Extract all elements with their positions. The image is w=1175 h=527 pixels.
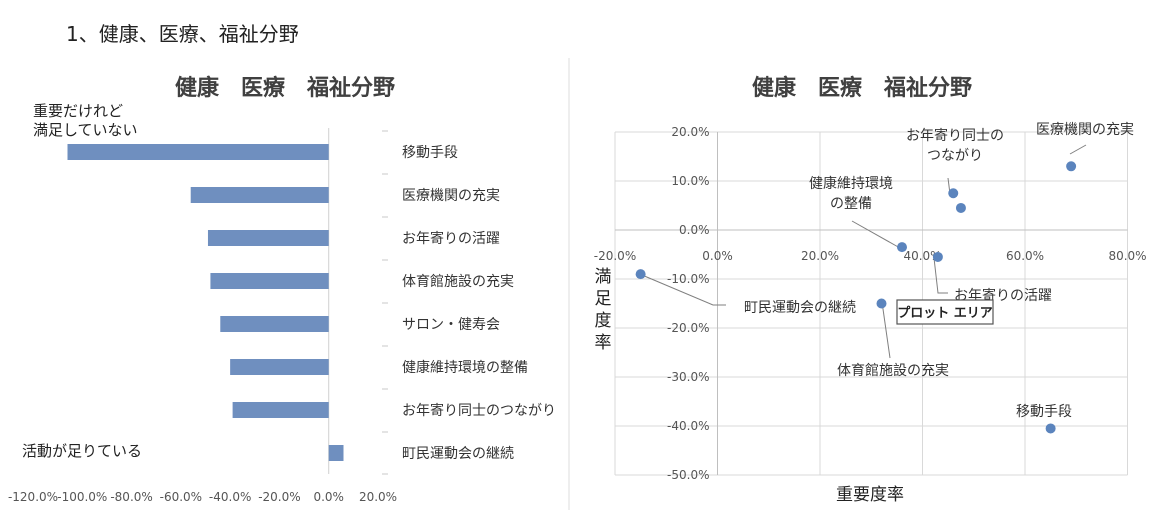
scatter-point-3	[897, 242, 907, 253]
annotation-important-unsatisfied: 重要だけれど	[33, 102, 123, 120]
bar-x-tick-label: 20.0%	[359, 490, 397, 504]
scatter-y-tick-label: -20.0%	[667, 321, 709, 335]
bar-7	[328, 445, 344, 461]
data-label: 医療機関の充実	[1036, 121, 1134, 138]
data-label: 移動手段	[1016, 404, 1072, 420]
bar-x-tick-label: -60.0%	[160, 490, 202, 504]
scatter-y-tick-label: -30.0%	[667, 370, 709, 384]
bar-2	[207, 230, 329, 246]
bar-0	[67, 144, 329, 160]
scatter-y-tick-label: 10.0%	[671, 174, 709, 188]
scatter-y-tick-label: -10.0%	[667, 272, 709, 286]
plot-area-tooltip	[896, 299, 994, 325]
scatter-y-axis-label: 度	[595, 311, 612, 331]
scatter-y-tick-label: 0.0%	[679, 223, 710, 237]
data-label: お年寄り同士のつながり	[906, 127, 1004, 164]
scatter-point-4	[932, 251, 943, 262]
category-label: 町民運動会の継続	[402, 445, 514, 462]
category-label: 移動手段	[402, 145, 458, 161]
bar-3	[210, 273, 329, 289]
bar-x-tick-label: 0.0%	[313, 490, 344, 504]
scatter-y-tick-label: -40.0%	[667, 419, 709, 433]
scatter-x-tick-label: 80.0%	[1108, 249, 1146, 263]
category-label: 健康維持環境の整備	[402, 359, 528, 376]
bar-4	[220, 316, 329, 332]
bar-1	[190, 187, 329, 203]
data-label-leader	[933, 257, 948, 294]
data-label: 健康維持環境の整備	[809, 175, 893, 212]
scatter-y-tick-label: -50.0%	[667, 468, 709, 482]
scatter-x-axis-label: 重要度率	[836, 485, 904, 505]
bar-x-tick-label: -40.0%	[209, 490, 251, 504]
scatter-chart-title: 健康 医療 福祉分野	[752, 75, 972, 101]
category-label: お年寄り同士のつながり	[402, 402, 556, 419]
bar-x-tick-label: -100.0%	[57, 490, 107, 504]
scatter-point-1	[948, 188, 959, 199]
data-label: 町民運動会の継続	[744, 299, 856, 316]
scatter-point-5	[635, 269, 646, 280]
data-label-leader	[641, 274, 726, 306]
bar-x-tick-label: -20.0%	[258, 490, 300, 504]
scatter-y-axis-label: 満	[595, 267, 612, 287]
bar-x-tick-label: -120.0%	[8, 490, 58, 504]
category-label: 体育館施設の充実	[402, 273, 514, 290]
scatter-x-tick-label: 40.0%	[903, 249, 941, 263]
category-label: サロン・健寿会	[402, 316, 500, 333]
annotation-activity-enough: 活動が足りている	[22, 442, 142, 460]
scatter-x-tick-label: 0.0%	[702, 249, 733, 263]
data-label-leader	[851, 220, 901, 249]
scatter-point-6	[876, 298, 887, 309]
plot-area-tooltip-label: プロット エリア	[897, 306, 993, 321]
scatter-y-axis-label: 足	[595, 289, 612, 309]
scatter-point-7	[1045, 423, 1056, 434]
scatter-point-0	[1066, 161, 1077, 172]
scatter-x-tick-label: 20.0%	[801, 249, 839, 263]
bar-5	[230, 359, 329, 375]
scatter-y-tick-label: 20.0%	[671, 125, 709, 139]
data-label-leader	[1069, 144, 1087, 155]
bar-chart-title: 健康 医療 福祉分野	[175, 75, 395, 101]
scatter-x-tick-label: 60.0%	[1006, 249, 1044, 263]
bar-6	[232, 402, 329, 418]
data-label: 体育館施設の充実	[837, 362, 949, 379]
scatter-y-axis-label: 率	[595, 333, 612, 353]
bar-x-tick-label: -80.0%	[110, 490, 152, 504]
scatter-x-tick-label: -20.0%	[594, 249, 636, 263]
annotation-important-unsatisfied: 満足していない	[33, 121, 138, 139]
category-label: 医療機関の充実	[402, 187, 500, 204]
category-label: お年寄りの活躍	[402, 230, 500, 247]
scatter-point-2	[955, 202, 966, 213]
section-heading: 1、健康、医療、福祉分野	[66, 22, 299, 46]
data-label-leader	[881, 301, 891, 359]
